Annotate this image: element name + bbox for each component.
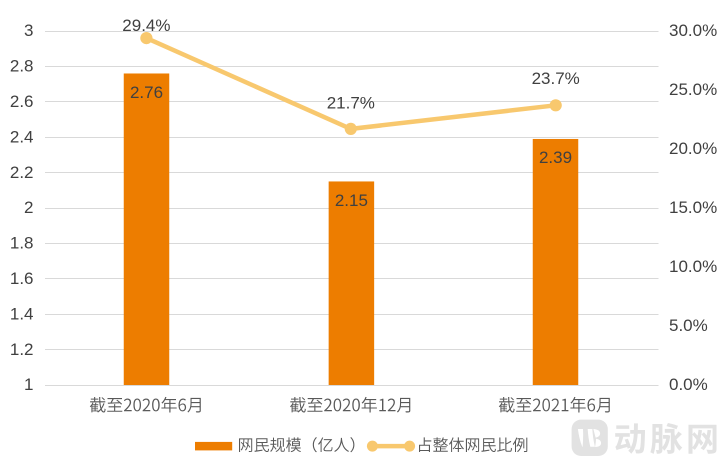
svg-text:10.0%: 10.0% [669,257,717,276]
svg-text:0.0%: 0.0% [669,375,708,394]
svg-text:30.0%: 30.0% [669,21,717,40]
svg-text:2.76: 2.76 [130,83,163,102]
svg-text:15.0%: 15.0% [669,198,717,217]
svg-text:1: 1 [24,375,33,394]
svg-text:1.4: 1.4 [10,304,34,323]
svg-text:1.6: 1.6 [10,269,34,288]
svg-text:3: 3 [24,21,33,40]
svg-text:2.8: 2.8 [10,57,34,76]
svg-text:2.2: 2.2 [10,163,34,182]
svg-text:29.4%: 29.4% [122,16,170,35]
svg-text:25.0%: 25.0% [669,80,717,99]
svg-text:2.6: 2.6 [10,92,34,111]
svg-text:21.7%: 21.7% [327,94,375,113]
svg-text:1.8: 1.8 [10,234,34,253]
svg-text:5.0%: 5.0% [669,316,708,335]
svg-text:2.15: 2.15 [335,191,368,210]
svg-text:2.39: 2.39 [539,148,572,167]
svg-text:2.4: 2.4 [10,127,34,146]
svg-text:20.0%: 20.0% [669,139,717,158]
svg-text:2: 2 [24,198,33,217]
svg-text:23.7%: 23.7% [532,69,580,88]
svg-text:1.2: 1.2 [10,340,34,359]
